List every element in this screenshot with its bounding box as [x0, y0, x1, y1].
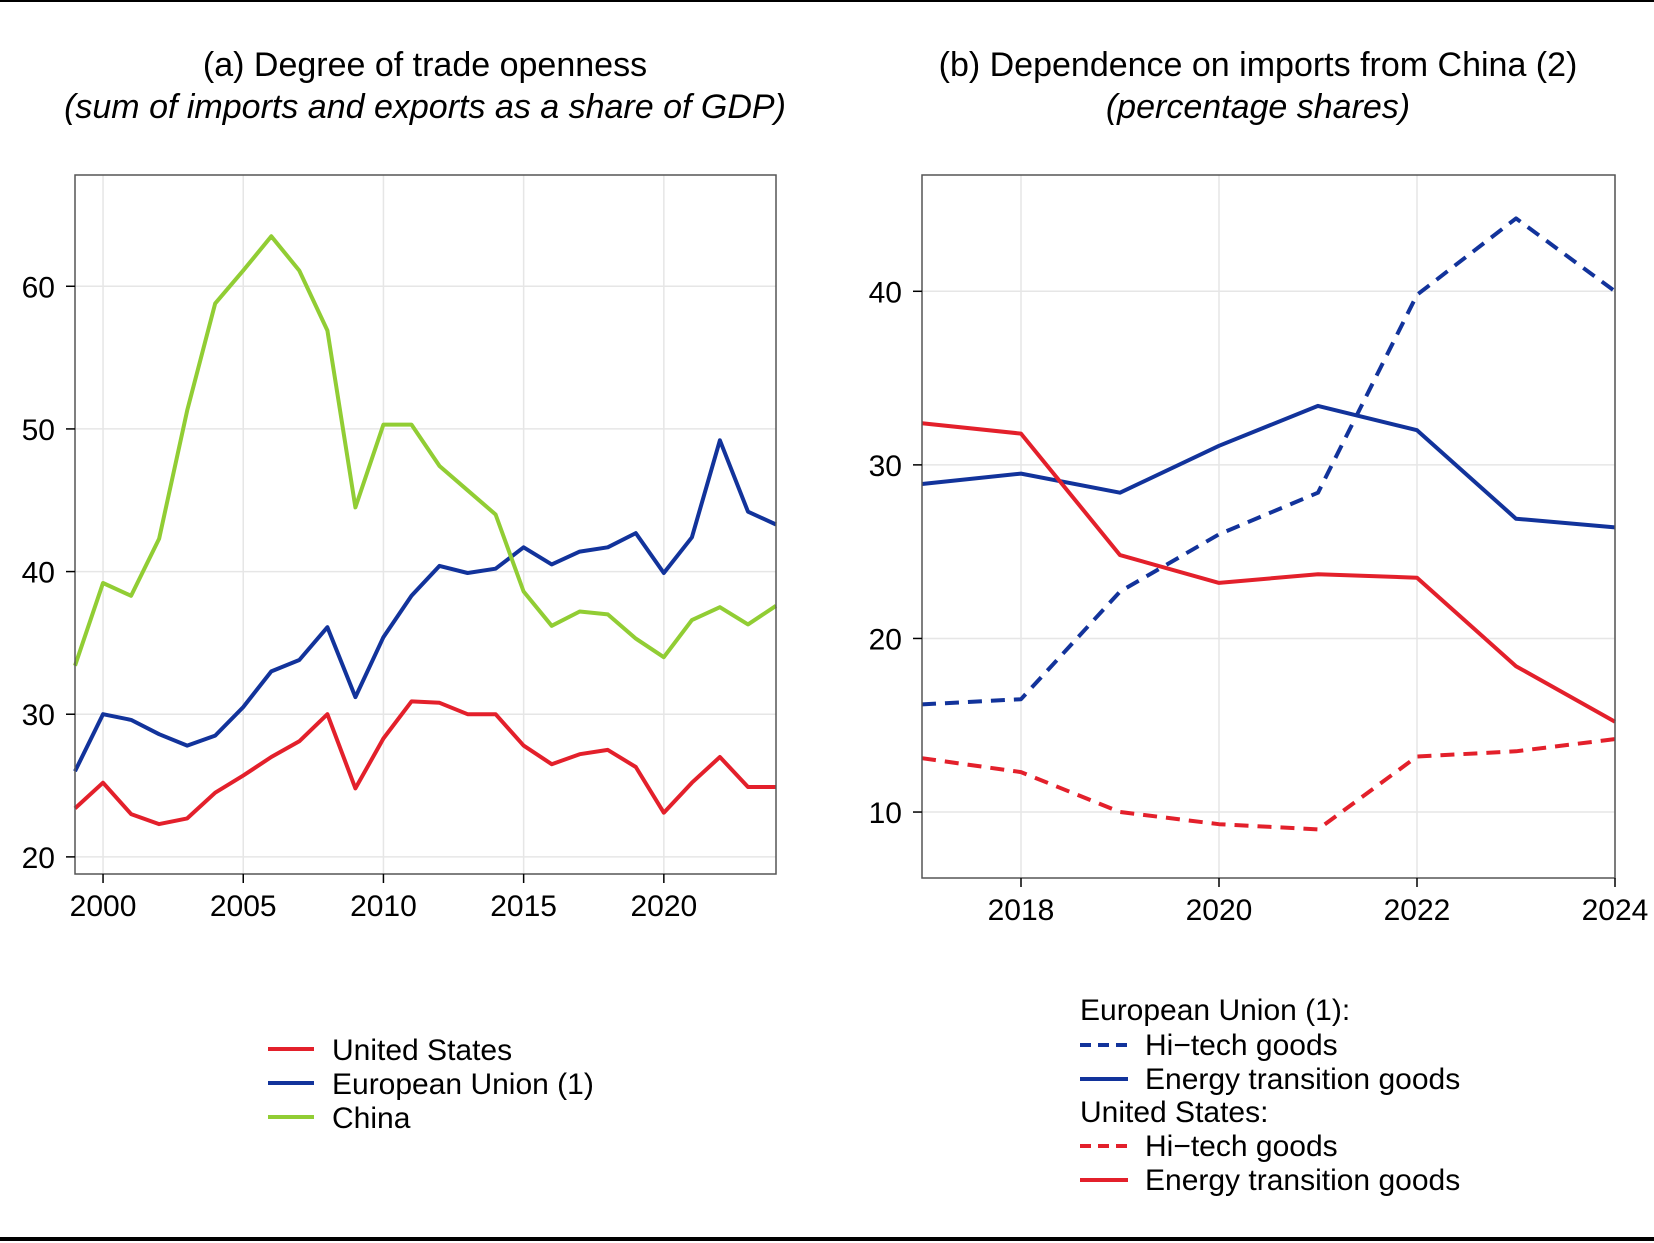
panel-a-series-united-states — [73, 699, 776, 827]
bottom-rule — [0, 1237, 1654, 1241]
panel-a-subtitle: (sum of imports and exports as a share o… — [64, 88, 786, 126]
panel-a-frame — [74, 174, 777, 875]
panel-b-series-european-union-1-hi-tech-goods — [921, 216, 1617, 707]
panel-b-ytick-label-30: 30 — [869, 450, 902, 483]
panel-a-legend: United States European Union (1) China — [268, 1034, 594, 1135]
panel-b-legend: European Union (1): Hi−tech goods Energy… — [1080, 994, 1460, 1197]
panel-b-ytick-label-40: 40 — [869, 276, 902, 309]
panel-b-series-european-union-1-energy-transition-goods — [921, 403, 1616, 530]
panel-a-series-china — [73, 234, 778, 667]
panel-b-xtick-label-2022: 2022 — [1384, 894, 1451, 927]
panel-a-xtick-label-2020: 2020 — [630, 890, 697, 923]
panel-a-xtick-label-2015: 2015 — [490, 890, 557, 923]
legend-group-european-union: European Union (1): — [1080, 994, 1350, 1027]
panel-a-ytick-label-30: 30 — [22, 699, 55, 732]
panel-b-frame — [921, 174, 1616, 879]
legend-label-us-energy: Energy transition goods — [1145, 1164, 1460, 1197]
top-rule — [0, 0, 1654, 2]
legend-label-united-states: United States — [332, 1034, 512, 1067]
panel-b-ytick-label-20: 20 — [869, 623, 902, 656]
panel-b-xtick-label-2024: 2024 — [1582, 894, 1649, 927]
panel-b-plot: 2018 2020 2022 2024 10 20 30 40 — [869, 174, 1649, 927]
panel-a-xtick-label-2010: 2010 — [350, 890, 417, 923]
panel-a-xtick-label-2000: 2000 — [70, 890, 137, 923]
panel-a-title: (a) Degree of trade openness — [203, 46, 647, 84]
panel-b-series-united-states-energy-transition-goods — [921, 421, 1616, 724]
legend-label-eu-hitech: Hi−tech goods — [1145, 1029, 1338, 1062]
panel-a-ytick-label-50: 50 — [22, 414, 55, 447]
panel-a-ytick-label-60: 60 — [22, 271, 55, 304]
legend-label-eu-energy: Energy transition goods — [1145, 1063, 1460, 1096]
panel-b-title: (b) Dependence on imports from China (2) — [939, 46, 1578, 84]
panel-b-series-united-states-hi-tech-goods — [921, 737, 1616, 832]
legend-label-european-union: European Union (1) — [332, 1068, 594, 1101]
panel-b-ytick-label-10: 10 — [869, 797, 902, 830]
panel-b-xtick-label-2018: 2018 — [988, 894, 1055, 927]
legend-group-united-states: United States: — [1080, 1096, 1268, 1129]
panel-b-xtick-label-2020: 2020 — [1186, 894, 1253, 927]
panel-a-xtick-label-2005: 2005 — [210, 890, 277, 923]
legend-label-us-hitech: Hi−tech goods — [1145, 1130, 1338, 1163]
panel-a-ytick-label-20: 20 — [22, 842, 55, 875]
legend-label-china: China — [332, 1102, 411, 1135]
panel-a-series-european-union-1 — [73, 438, 777, 773]
panel-a-ytick-label-40: 40 — [22, 557, 55, 590]
panel-b-subtitle: (percentage shares) — [1106, 88, 1410, 126]
